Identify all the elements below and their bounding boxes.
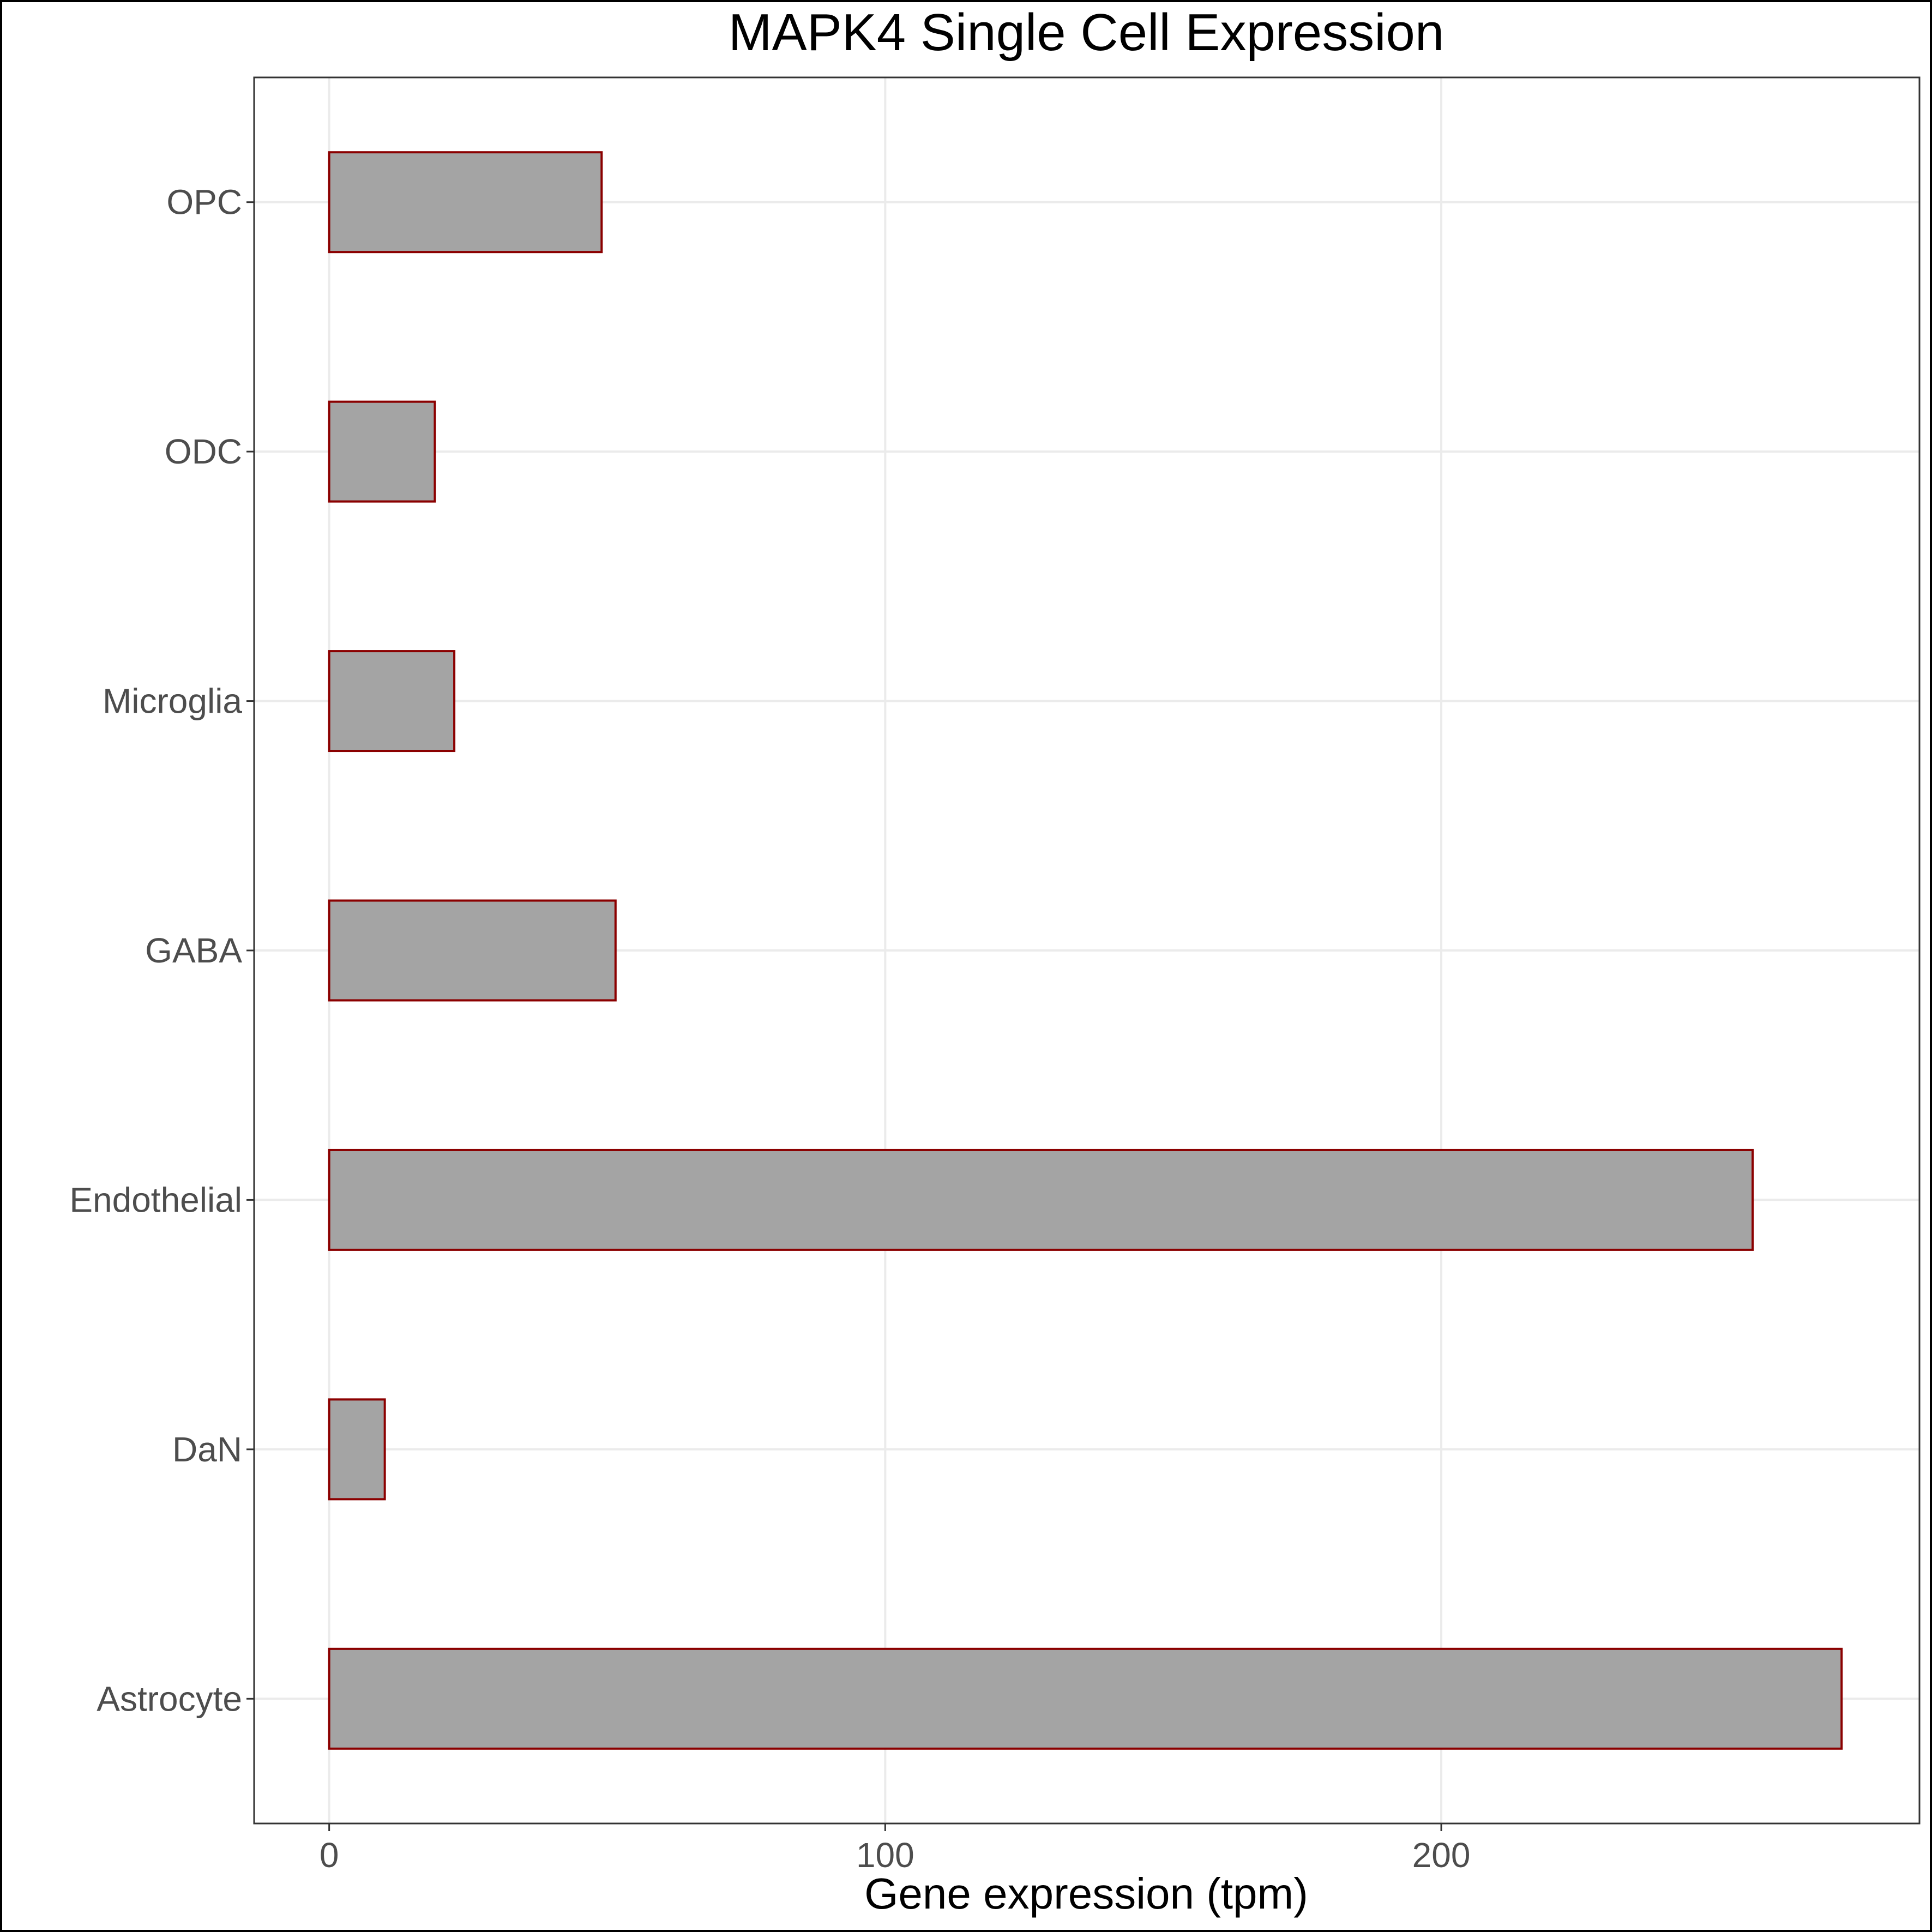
x-tick-label: 0 xyxy=(320,1835,339,1875)
bar-odc xyxy=(328,400,436,503)
chart-title: MAPK4 Single Cell Expression xyxy=(729,3,1445,62)
bars xyxy=(328,151,1843,1750)
x-tick-label: 200 xyxy=(1412,1835,1471,1875)
y-tick-label: DaN xyxy=(172,1430,242,1469)
y-tick-label: GABA xyxy=(145,931,242,970)
bar-endothelial xyxy=(328,1148,1754,1251)
bar-microglia xyxy=(328,650,456,753)
axes: 0 100 200 Astrocyte DaN Endothelial GABA Microg… xyxy=(69,183,1470,1875)
bar-opc xyxy=(328,151,603,254)
bar-astrocyte xyxy=(328,1647,1843,1750)
bar-gaba xyxy=(328,899,617,1002)
y-tick-label: Astrocyte xyxy=(97,1679,242,1718)
x-axis-title: Gene expression (tpm) xyxy=(864,1869,1308,1918)
bar-dan xyxy=(328,1398,386,1501)
y-tick-label: OPC xyxy=(166,183,242,222)
y-tick-label: Microglia xyxy=(103,682,242,721)
y-tick-label: ODC xyxy=(165,432,242,471)
y-tick-label: Endothelial xyxy=(69,1180,242,1219)
x-tick-label: 100 xyxy=(856,1835,914,1875)
